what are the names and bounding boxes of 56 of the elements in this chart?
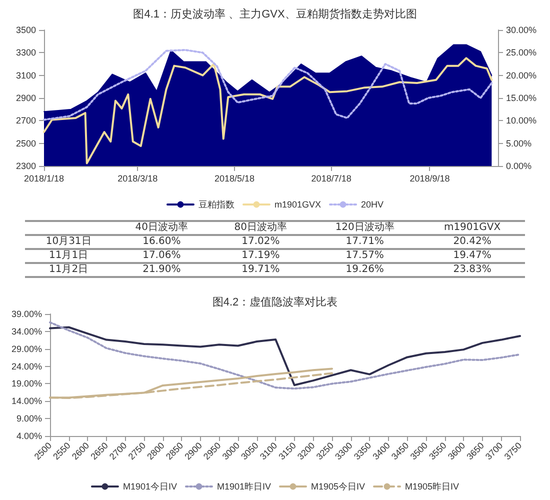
category-label: 10月31日	[46, 236, 92, 247]
y-tick-label: 2700	[16, 116, 36, 126]
y2-tick-label: 0.00%	[506, 161, 532, 171]
y-tick-label: 3300	[16, 48, 36, 58]
y2-tick-label: 15.00%	[506, 93, 537, 103]
y-tick-label: 39.00%	[11, 309, 42, 319]
chart-title: 图4.1：历史波动率 、主力GVX、豆粕期货指数走势对比图	[133, 8, 417, 20]
y-tick-label: 2300	[16, 161, 36, 171]
x-tick-label: 2018/1/18	[24, 174, 64, 184]
legend-label: M1905今日IV	[311, 482, 366, 492]
x-tick-label: 2018/7/18	[311, 174, 352, 184]
text: 16.60%	[142, 236, 181, 247]
text: 17.19%	[242, 250, 280, 261]
y-tick-label: 2500	[16, 138, 36, 148]
y-tick-label: 3100	[16, 70, 36, 80]
y-tick-label: 34.00%	[11, 326, 42, 336]
legend-label: M1905昨日IV	[405, 482, 460, 492]
text: 17.02%	[242, 236, 280, 247]
y-tick-label: 2900	[16, 93, 36, 103]
line-series	[43, 48, 493, 121]
text: 23.83%	[453, 264, 492, 275]
text: 19.26%	[346, 264, 384, 275]
y2-tick-label: 30.00%	[506, 25, 537, 35]
text: 17.71%	[346, 236, 384, 247]
y-tick-label: 29.00%	[11, 344, 42, 354]
x-tick-label: 2018/9/18	[410, 174, 450, 184]
text: 17.06%	[142, 250, 181, 261]
y-tick-label: 9.00%	[16, 414, 42, 424]
category-label: 80日波动率	[211, 221, 310, 235]
text: 21.90%	[142, 264, 181, 275]
y-tick-label: 4.00%	[16, 431, 42, 441]
legend-label: M1901今日IV	[122, 482, 177, 492]
y2-tick-label: 25.00%	[506, 48, 537, 58]
legend-label: 20HV	[361, 200, 384, 210]
y2-tick-label: 10.00%	[506, 116, 537, 126]
text: 19.47%	[453, 250, 492, 261]
text: 17.57%	[346, 250, 384, 261]
text: 19.71%	[242, 264, 280, 275]
x-tick-label: 2018/3/18	[118, 174, 158, 184]
category-label: 11月2日	[49, 264, 88, 275]
category-label: m1901GVX	[420, 221, 525, 235]
legend-label: 豆粕指数	[198, 200, 234, 210]
category-label: 11月1日	[49, 250, 88, 261]
category-label: 120日波动率	[310, 221, 420, 235]
y2-tick-label: 5.00%	[506, 138, 532, 148]
y-tick-label: 19.00%	[11, 378, 42, 389]
category-label: 40日波动率	[112, 221, 212, 235]
y-tick-label: 3500	[16, 25, 36, 35]
legend-label: m1901GVX	[274, 200, 322, 210]
y-tick-label: 24.00%	[11, 361, 42, 372]
legend-label: M1901昨日IV	[216, 482, 272, 492]
text: 20.42%	[453, 236, 492, 247]
x-tick-label: 2018/5/18	[214, 174, 255, 184]
chart-title: 图4.2：虚值隐波率对比表	[212, 296, 338, 308]
y2-tick-label: 20.00%	[506, 70, 537, 80]
y-tick-label: 14.00%	[11, 396, 42, 406]
